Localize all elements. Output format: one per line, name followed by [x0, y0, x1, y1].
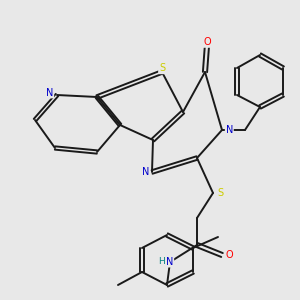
Text: N: N [166, 257, 174, 267]
Text: N: N [226, 125, 233, 135]
Text: H: H [158, 256, 165, 266]
Text: O: O [226, 250, 233, 260]
Text: S: S [217, 188, 223, 198]
Text: N: N [142, 167, 150, 177]
Text: O: O [203, 37, 211, 47]
Text: S: S [159, 63, 165, 74]
Text: N: N [46, 88, 53, 98]
